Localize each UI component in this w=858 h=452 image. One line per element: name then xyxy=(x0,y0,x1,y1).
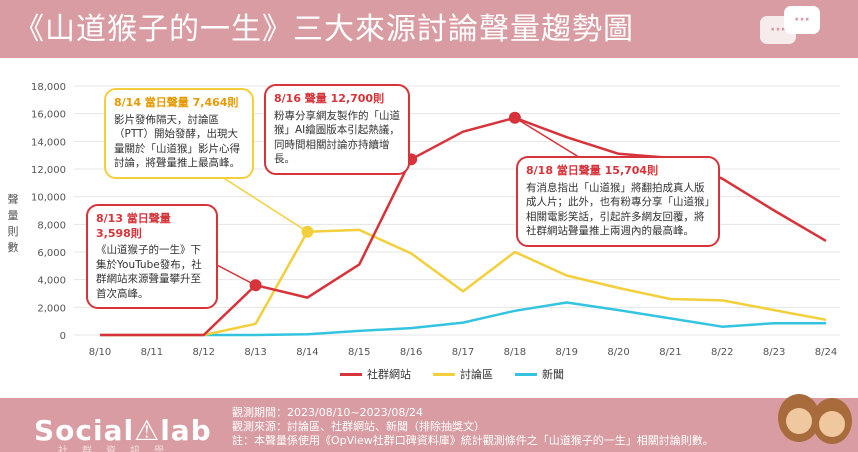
monkey-face-2 xyxy=(819,411,845,437)
title-bar xyxy=(0,0,858,58)
annotation-8-13-body: 《山道猴子的一生》下集於YouTube發布，社群網站來源聲量攀升至首次高峰。 xyxy=(96,244,202,300)
monkey-face-1 xyxy=(786,408,812,434)
legend-item-social: 社群網站 xyxy=(340,366,411,382)
annotation-8-14-head: 8/14 當日聲量 7,464則 xyxy=(114,96,239,109)
footer-period: 觀測期間：2023/08/10~2023/08/24 xyxy=(232,406,424,419)
legend-label-forum: 討論區 xyxy=(460,368,493,381)
y-tick-label: 18,000 xyxy=(31,82,66,93)
annotation-8-18-head: 8/18 當日聲量 15,704則 xyxy=(526,164,659,177)
annotation-8-18: 8/18 當日聲量 15,704則 有消息指出「山道猴」將翻拍成真人版成人片；此… xyxy=(516,156,720,247)
annotation-8-13-head: 8/13 當日聲量 3,598則 xyxy=(96,212,171,240)
x-tick-label: 8/10 xyxy=(89,347,111,358)
x-tick-label: 8/17 xyxy=(452,347,474,358)
point-8-14 xyxy=(301,225,314,238)
monkey-illustration-2 xyxy=(812,398,852,444)
y-tick-label: 16,000 xyxy=(31,110,66,121)
legend-swatch-social xyxy=(340,372,362,376)
chat-bubble-dots-2: ··· xyxy=(794,12,810,28)
x-tick-label: 8/14 xyxy=(296,347,318,358)
y-tick-label: 12,000 xyxy=(31,165,66,176)
y-tick-label: 10,000 xyxy=(31,193,66,204)
chat-bubble-icon-2: ··· xyxy=(784,6,820,34)
x-tick-label: 8/23 xyxy=(763,347,785,358)
x-tick-label: 8/21 xyxy=(659,347,681,358)
y-tick-label: 6,000 xyxy=(37,248,66,259)
x-tick-label: 8/16 xyxy=(400,347,422,358)
y-tick-label: 2,000 xyxy=(37,303,66,314)
annotation-8-14: 8/14 當日聲量 7,464則 影片發佈隔天，討論區（PTT）開始發酵，出現大… xyxy=(104,88,254,179)
x-tick-label: 8/15 xyxy=(348,347,370,358)
socialab-logo: Social⚠lab xyxy=(34,414,212,447)
chart-legend: 社群網站 討論區 新聞 xyxy=(340,366,564,382)
legend-label-social: 社群網站 xyxy=(367,368,411,381)
series-line-news xyxy=(100,301,826,337)
annotation-8-14-body: 影片發佈隔天，討論區（PTT）開始發酵，出現大量關於「山道猴」影片心得討論，將聲… xyxy=(114,113,240,170)
x-tick-label: 8/24 xyxy=(815,347,837,358)
chat-bubble-dots: ··· xyxy=(770,22,786,38)
footer xyxy=(0,398,858,452)
annotation-8-16-head: 8/16 聲量 12,700則 xyxy=(274,92,385,105)
socialab-logo-subtitle: 社群資訊學 xyxy=(58,446,178,452)
x-tick-label: 8/13 xyxy=(244,347,266,358)
annotation-8-16-body: 粉專分享網友製作的「山道猴」AI繪圖版本引起熱議，同時間相關討論亦持續增長。 xyxy=(274,109,400,166)
legend-item-forum: 討論區 xyxy=(433,366,493,382)
y-tick-label: 14,000 xyxy=(31,137,66,148)
x-tick-label: 8/18 xyxy=(504,347,526,358)
x-tick-label: 8/12 xyxy=(192,347,214,358)
legend-swatch-forum xyxy=(433,372,455,376)
legend-swatch-news xyxy=(515,372,537,376)
y-tick-label: 0 xyxy=(60,331,66,342)
legend-label-news: 新聞 xyxy=(542,368,564,381)
y-tick-label: 4,000 xyxy=(37,276,66,287)
series-line-forum xyxy=(100,228,827,337)
footer-note: 註：本聲量係使用《OpView社群口碑資料庫》統計觀測條件之「山道猴子的一生」相… xyxy=(232,434,714,447)
annotation-8-13: 8/13 當日聲量 3,598則 《山道猴子的一生》下集於YouTube發布，社… xyxy=(86,204,218,309)
annotation-8-16: 8/16 聲量 12,700則 粉專分享網友製作的「山道猴」AI繪圖版本引起熱議… xyxy=(264,84,410,175)
y-tick-label: 8,000 xyxy=(37,220,66,231)
point-8-13 xyxy=(249,279,262,292)
annotation-8-18-body: 有消息指出「山道猴」將翻拍成真人版成人片；此外，也有粉專分享「山道猴」相關電影笑… xyxy=(526,181,710,238)
legend-item-news: 新聞 xyxy=(515,366,564,382)
x-tick-label: 8/11 xyxy=(141,347,163,358)
point-8-18 xyxy=(508,111,521,124)
x-tick-label: 8/20 xyxy=(607,347,629,358)
x-tick-label: 8/22 xyxy=(711,347,733,358)
y-axis-label: 聲量則數 xyxy=(7,193,19,254)
x-tick-label: 8/19 xyxy=(555,347,577,358)
page-title: 《山道猴子的一生》三大來源討論聲量趨勢圖 xyxy=(14,12,634,47)
footer-sources: 觀測來源：討論區、社群網站、新聞（排除抽獎文） xyxy=(232,420,485,433)
